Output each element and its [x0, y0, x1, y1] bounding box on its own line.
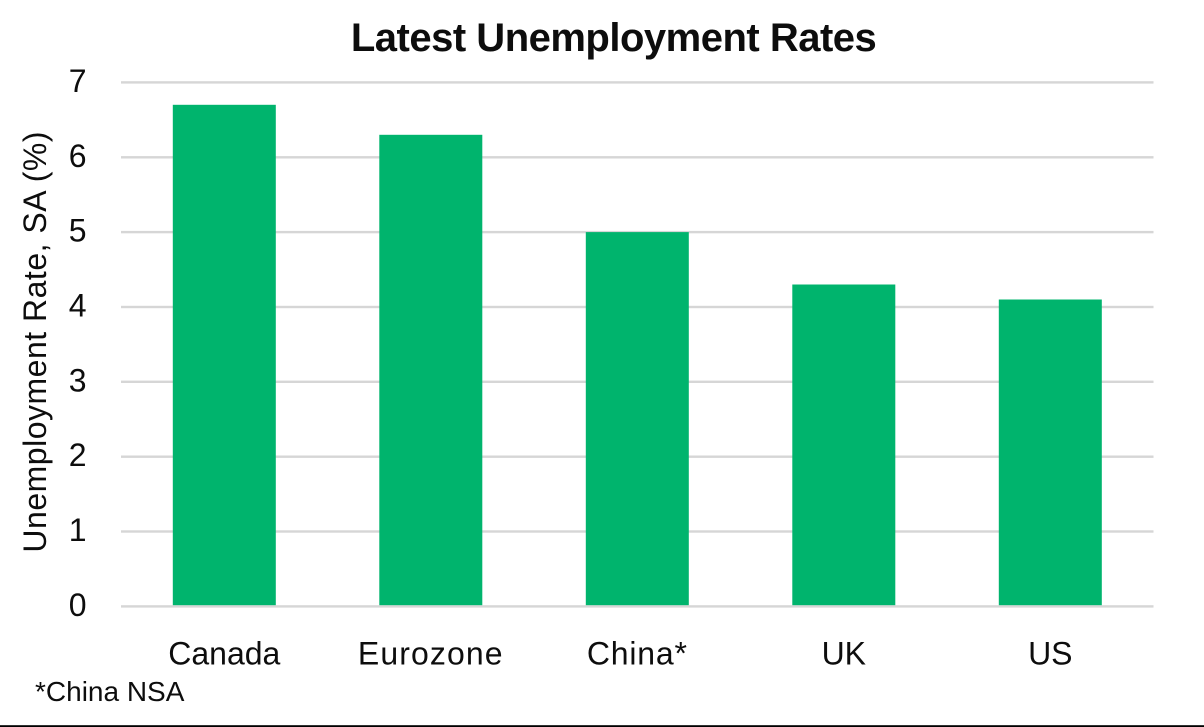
- svg-text:Eurozone: Eurozone: [358, 636, 504, 672]
- svg-text:3: 3: [69, 362, 87, 398]
- svg-text:Canada: Canada: [168, 636, 280, 672]
- svg-text:China*: China*: [587, 636, 688, 672]
- svg-text:2: 2: [69, 437, 87, 473]
- svg-text:4: 4: [69, 288, 87, 324]
- svg-text:1: 1: [69, 512, 87, 548]
- svg-text:5: 5: [69, 213, 87, 249]
- svg-text:UK: UK: [822, 636, 866, 672]
- svg-text:US: US: [1028, 636, 1072, 672]
- svg-text:Unemployment Rate, SA (%): Unemployment Rate, SA (%): [17, 131, 53, 553]
- svg-text:*China NSA: *China NSA: [35, 676, 185, 707]
- svg-text:0: 0: [69, 587, 87, 623]
- svg-text:6: 6: [69, 138, 87, 174]
- svg-text:7: 7: [69, 63, 87, 99]
- svg-text:Latest Unemployment Rates: Latest Unemployment Rates: [351, 16, 876, 60]
